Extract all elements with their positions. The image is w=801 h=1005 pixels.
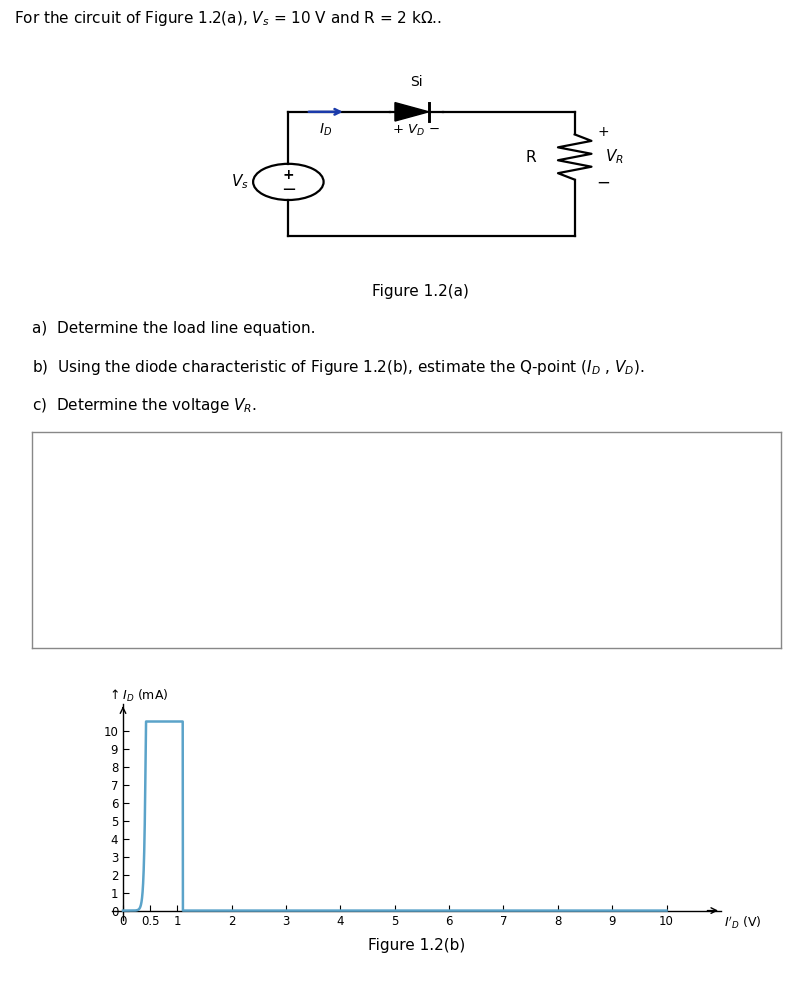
Polygon shape (395, 103, 429, 121)
Text: For the circuit of Figure 1.2(a), $V_s$ = 10 V and R = 2 k$\Omega$..: For the circuit of Figure 1.2(a), $V_s$ … (14, 9, 442, 27)
Text: $+$ $V_D$ $-$: $+$ $V_D$ $-$ (392, 124, 440, 139)
Text: $\uparrow$$I_D$ (mA): $\uparrow$$I_D$ (mA) (107, 687, 168, 704)
Text: $V_s$: $V_s$ (231, 173, 249, 191)
Text: Figure 1.2(b): Figure 1.2(b) (368, 939, 465, 953)
Text: a)  Determine the load line equation.: a) Determine the load line equation. (32, 321, 316, 336)
Text: +: + (598, 126, 610, 139)
Text: −: − (281, 181, 296, 199)
Text: $I'_D$ (V): $I'_D$ (V) (723, 915, 761, 932)
Text: $V_R$: $V_R$ (605, 148, 624, 167)
Text: $I_D$: $I_D$ (320, 122, 332, 139)
Text: Figure 1.2(a): Figure 1.2(a) (372, 284, 469, 298)
Text: +: + (283, 168, 294, 182)
Text: b)  Using the diode characteristic of Figure 1.2(b), estimate the Q-point ($I_D$: b) Using the diode characteristic of Fig… (32, 358, 645, 377)
Text: Si: Si (410, 75, 422, 89)
Text: c)  Determine the voltage $V_R$.: c) Determine the voltage $V_R$. (32, 396, 257, 415)
Text: −: − (597, 174, 610, 192)
Text: R: R (525, 150, 536, 165)
